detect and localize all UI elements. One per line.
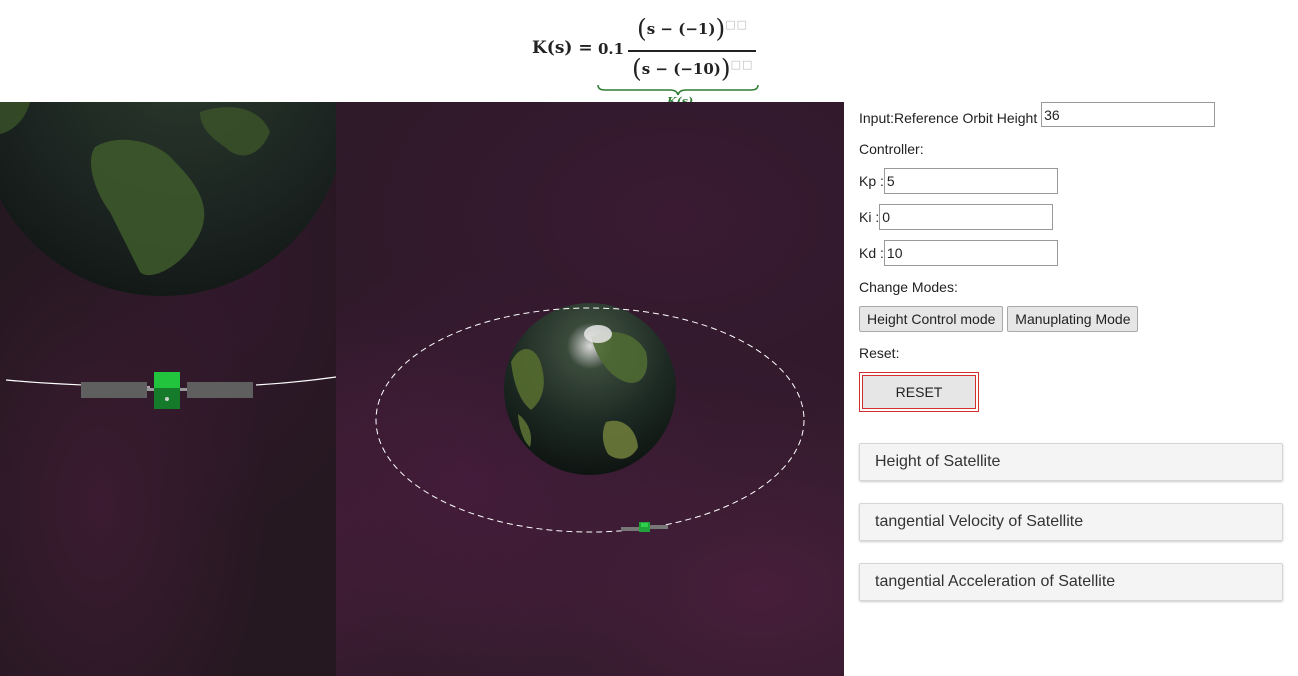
controller-heading: Controller:	[859, 141, 924, 157]
formula-numerator: (s − (−1))□□	[637, 14, 748, 43]
transfer-function-formula: K(s) = 0.1 (s − (−1))□□ (s − (−10))□□ K(…	[0, 0, 1298, 108]
reference-height-row: Input:Reference Orbit Height	[859, 102, 1216, 127]
accordion-tangential-acceleration[interactable]: tangential Acceleration of Satellite	[859, 563, 1283, 601]
orbit-path	[375, 307, 805, 533]
accordion-tangential-velocity[interactable]: tangential Velocity of Satellite	[859, 503, 1283, 541]
formula-lhs: K(s) =	[532, 38, 593, 58]
simulation-viewport[interactable]	[0, 102, 844, 676]
reference-height-label: Input:Reference Orbit Height	[859, 109, 1038, 126]
ki-input[interactable]	[879, 204, 1054, 230]
satellite-closeup[interactable]	[81, 372, 253, 409]
kp-row: Kp :	[859, 168, 1058, 194]
reset-heading: Reset:	[859, 345, 900, 361]
formula-gain: 0.1	[598, 40, 625, 58]
kd-label: Kd :	[859, 245, 884, 261]
reset-button[interactable]: RESET	[862, 375, 976, 409]
kp-input[interactable]	[883, 168, 1058, 194]
kd-input[interactable]	[883, 240, 1058, 266]
ki-label: Ki :	[859, 209, 880, 225]
reference-height-input[interactable]	[1041, 102, 1216, 127]
orbit-view[interactable]	[336, 102, 844, 676]
earth-closeup	[0, 102, 336, 296]
accordion-height[interactable]: Height of Satellite	[859, 443, 1283, 481]
formula-denominator-text: s − (−10)	[641, 60, 721, 78]
formula-numerator-text: s − (−1)	[646, 20, 716, 38]
underbrace	[597, 84, 759, 96]
mode-buttons-row: Height Control mode Manuplating Mode	[859, 306, 1139, 332]
height-control-mode-button[interactable]: Height Control mode	[859, 306, 1004, 332]
reset-button-frame: RESET	[859, 372, 979, 412]
kp-label: Kp :	[859, 173, 884, 189]
formula-denominator: (s − (−10))□□	[632, 54, 754, 83]
ki-row: Ki :	[859, 204, 1054, 230]
kd-row: Kd :	[859, 240, 1058, 266]
earth-globe	[504, 303, 676, 475]
change-modes-heading: Change Modes:	[859, 279, 958, 295]
manipulating-mode-button[interactable]: Manuplating Mode	[1007, 306, 1139, 332]
satellite-marker[interactable]	[621, 522, 668, 532]
fraction-line	[628, 50, 756, 52]
satellite-closeup-view[interactable]	[0, 102, 336, 676]
